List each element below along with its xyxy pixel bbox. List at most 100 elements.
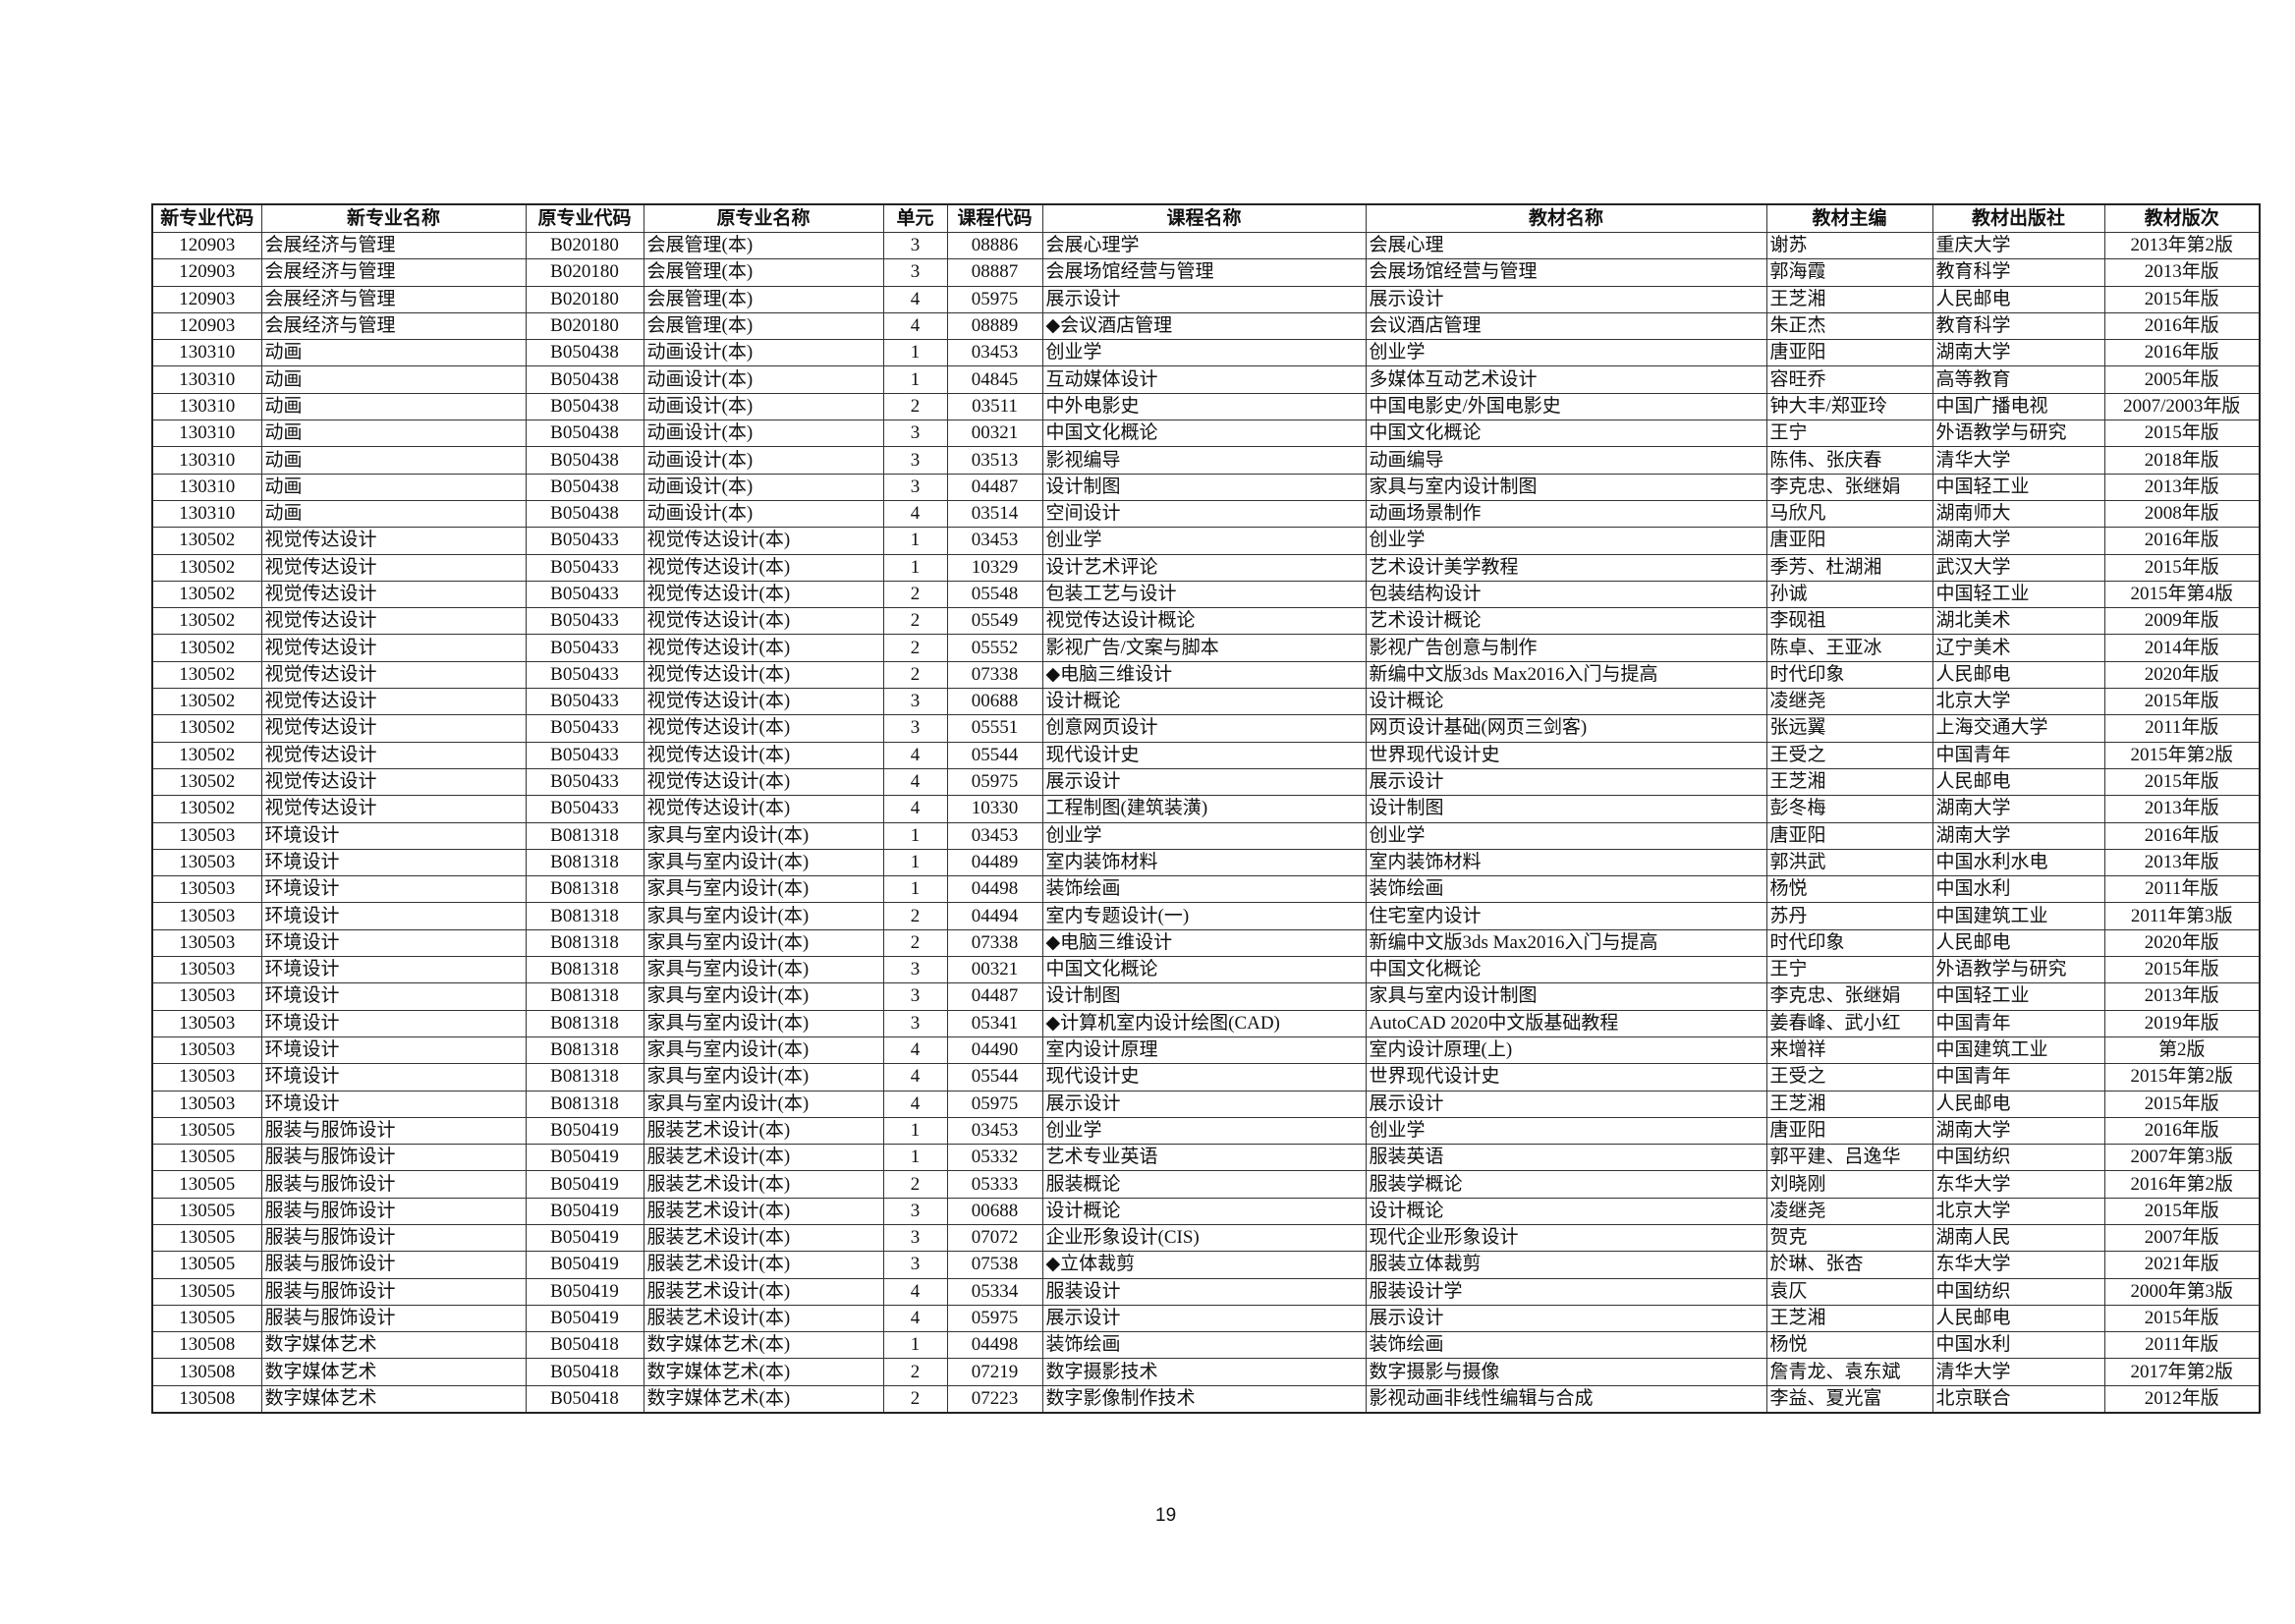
table-row: 130310 动画 B050438 动画设计(本) 3 00321 中国文化概论 中国文化概论…: [151, 420, 2261, 448]
cell-new-major-code: 130505: [151, 1304, 262, 1333]
cell-new-major-code: 120903: [151, 285, 262, 313]
cell-new-major-code: 130505: [151, 1170, 262, 1199]
table-row: 130508 数字媒体艺术 B050418 数字媒体艺术(本) 2 07219 数字摄影技术…: [151, 1358, 2261, 1386]
cell-course-name: ◆会议酒店管理: [1041, 311, 1367, 341]
cell-old-major-name: 数字媒体艺术(本): [643, 1384, 884, 1414]
cell-old-major-code: B050419: [525, 1277, 644, 1306]
table-row: 130502 视觉传达设计 B050433 视觉传达设计(本) 3 05551 创意网页设计…: [151, 714, 2261, 743]
cell-course-code: 05544: [946, 741, 1043, 769]
cell-unit: 1: [882, 821, 948, 850]
cell-new-major-code: 120903: [151, 258, 262, 287]
table-row: 130502 视觉传达设计 B050433 视觉传达设计(本) 1 10329 设计艺术评论…: [151, 553, 2261, 582]
cell-old-major-name: 服装艺术设计(本): [643, 1197, 884, 1225]
cell-old-major-name: 动画设计(本): [643, 365, 884, 394]
cell-textbook-name: 展示设计: [1365, 1304, 1767, 1333]
cell-course-name: 数字影像制作技术: [1041, 1384, 1367, 1414]
table-row: 130505 服装与服饰设计 B050419 服装艺术设计(本) 3 07072 企业形象设…: [151, 1223, 2261, 1253]
cell-publisher: 人民邮电: [1931, 928, 2105, 958]
cell-textbook-name: 设计概论: [1365, 1197, 1767, 1225]
cell-old-major-code: B050433: [525, 795, 644, 823]
cell-publisher: 中国建筑工业: [1931, 902, 2105, 930]
header-edition: 教材版次: [2103, 203, 2261, 233]
cell-new-major-code: 130503: [151, 1063, 262, 1092]
table-row: 130502 视觉传达设计 B050433 视觉传达设计(本) 4 05544 现代设计史世…: [151, 741, 2261, 769]
cell-old-major-name: 服装艺术设计(本): [643, 1116, 884, 1146]
cell-old-major-code: B020180: [525, 311, 644, 341]
cell-course-code: 03453: [946, 527, 1043, 555]
cell-course-code: 04494: [946, 902, 1043, 930]
cell-textbook-editor: 於琳、张杏: [1765, 1251, 1933, 1279]
table-row: 130502 视觉传达设计 B050433 视觉传达设计(本) 1 03453 创业学 创业学…: [151, 527, 2261, 555]
cell-new-major-name: 服装与服饰设计: [260, 1251, 527, 1279]
cell-old-major-code: B081318: [525, 875, 644, 904]
cell-old-major-code: B081318: [525, 956, 644, 984]
cell-old-major-code: B050438: [525, 473, 644, 501]
cell-old-major-name: 家具与室内设计(本): [643, 821, 884, 850]
cell-old-major-code: B050438: [525, 392, 644, 421]
table-row: 130502 视觉传达设计 B050433 视觉传达设计(本) 3 00688 设计概论 设计…: [151, 688, 2261, 716]
cell-old-major-name: 服装艺术设计(本): [643, 1304, 884, 1333]
cell-new-major-name: 视觉传达设计: [260, 688, 527, 716]
cell-old-major-name: 会展管理(本): [643, 231, 884, 260]
table-row: 130502 视觉传达设计 B050433 视觉传达设计(本) 2 05548 包装工艺与设…: [151, 580, 2261, 609]
cell-old-major-code: B081318: [525, 928, 644, 958]
cell-new-major-name: 服装与服饰设计: [260, 1144, 527, 1172]
cell-publisher: 中国水利: [1931, 875, 2105, 904]
cell-publisher: 北京大学: [1931, 1197, 2105, 1225]
cell-course-code: 05551: [946, 714, 1043, 743]
table-row: 130503 环境设计 B081318 家具与室内设计(本) 4 05975 展示设计 展示设…: [151, 1090, 2261, 1118]
cell-course-code: 03453: [946, 339, 1043, 367]
cell-course-name: 工程制图(建筑装潢): [1041, 795, 1367, 823]
cell-new-major-name: 动画: [260, 365, 527, 394]
cell-old-major-name: 家具与室内设计(本): [643, 902, 884, 930]
cell-unit: 4: [882, 1304, 948, 1333]
cell-old-major-code: B081318: [525, 821, 644, 850]
cell-textbook-editor: 王芝湘: [1765, 767, 1933, 797]
cell-course-code: 04489: [946, 848, 1043, 877]
cell-old-major-code: B020180: [525, 285, 644, 313]
cell-new-major-code: 130310: [151, 499, 262, 529]
cell-new-major-code: 130505: [151, 1116, 262, 1146]
cell-unit: 3: [882, 231, 948, 260]
cell-unit: 4: [882, 1036, 948, 1065]
cell-course-code: 05549: [946, 607, 1043, 636]
cell-edition: 2015年版: [2103, 688, 2261, 716]
table-row: 130503 环境设计 B081318 家具与室内设计(本) 2 07338 ◆电脑三维设计…: [151, 928, 2261, 958]
cell-textbook-editor: 李益、夏光富: [1765, 1384, 1933, 1414]
cell-old-major-name: 数字媒体艺术(本): [643, 1331, 884, 1360]
cell-textbook-editor: 唐亚阳: [1765, 821, 1933, 850]
cell-new-major-name: 视觉传达设计: [260, 795, 527, 823]
cell-old-major-code: B020180: [525, 231, 644, 260]
cell-textbook-name: 服装英语: [1365, 1144, 1767, 1172]
cell-textbook-name: 展示设计: [1365, 1090, 1767, 1118]
cell-textbook-editor: 季芳、杜湖湘: [1765, 553, 1933, 582]
cell-course-code: 05975: [946, 285, 1043, 313]
cell-course-name: 装饰绘画: [1041, 1331, 1367, 1360]
cell-textbook-editor: 谢苏: [1765, 231, 1933, 260]
cell-old-major-code: B081318: [525, 1090, 644, 1118]
cell-course-code: 05332: [946, 1144, 1043, 1172]
cell-unit: 4: [882, 1063, 948, 1092]
cell-unit: 3: [882, 1197, 948, 1225]
cell-unit: 4: [882, 1277, 948, 1306]
cell-edition: 2011年版: [2103, 714, 2261, 743]
cell-unit: 1: [882, 1331, 948, 1360]
cell-old-major-name: 会展管理(本): [643, 285, 884, 313]
cell-course-name: 设计概论: [1041, 688, 1367, 716]
table-row: 130503 环境设计 B081318 家具与室内设计(本) 3 05341 ◆计算机室内设…: [151, 1009, 2261, 1037]
cell-textbook-name: 包装结构设计: [1365, 580, 1767, 609]
cell-textbook-name: 会展心理: [1365, 231, 1767, 260]
cell-publisher: 中国轻工业: [1931, 982, 2105, 1011]
cell-old-major-code: B050419: [525, 1251, 644, 1279]
table-row: 130502 视觉传达设计 B050433 视觉传达设计(本) 2 05552 影视广告/文…: [151, 634, 2261, 662]
cell-textbook-name: 展示设计: [1365, 285, 1767, 313]
cell-publisher: 中国青年: [1931, 1063, 2105, 1092]
cell-unit: 2: [882, 902, 948, 930]
cell-course-code: 00688: [946, 1197, 1043, 1225]
cell-course-name: 装饰绘画: [1041, 875, 1367, 904]
cell-edition: 2000年第3版: [2103, 1277, 2261, 1306]
table-row: 130505 服装与服饰设计 B050419 服装艺术设计(本) 2 05333 服装概论服…: [151, 1170, 2261, 1199]
cell-publisher: 北京联合: [1931, 1384, 2105, 1414]
cell-unit: 2: [882, 1170, 948, 1199]
cell-unit: 3: [882, 473, 948, 501]
